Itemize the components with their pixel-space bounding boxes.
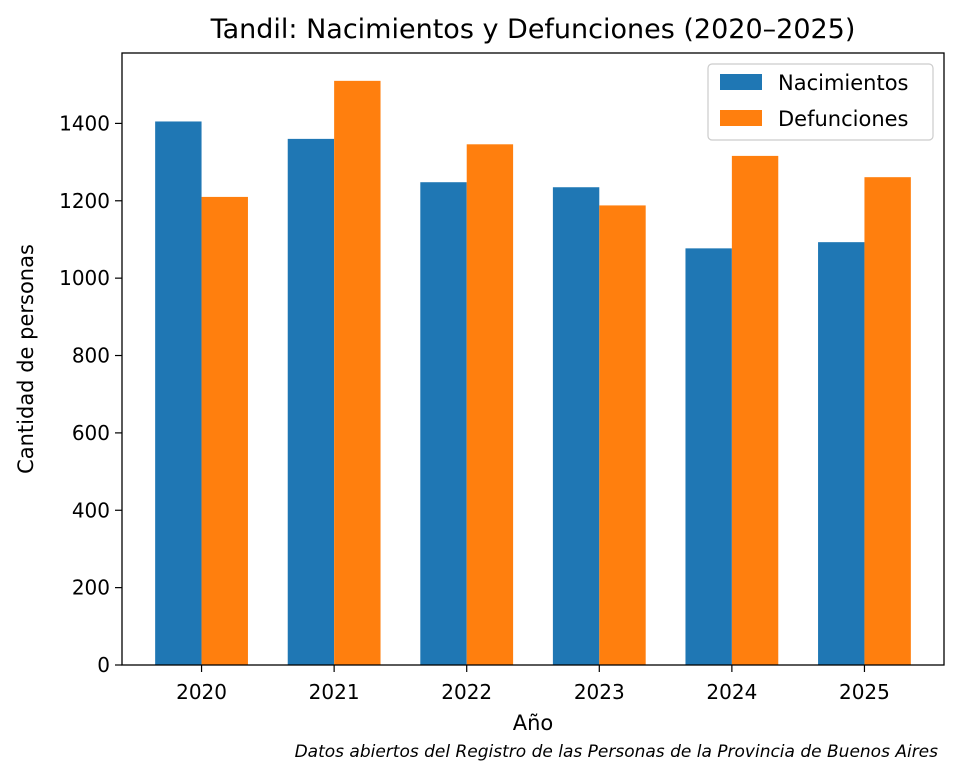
y-tick-label-400: 400 [72, 498, 110, 522]
bar-nacimientos-2020 [155, 121, 202, 666]
chart-title: Tandil: Nacimientos y Defunciones (2020–… [210, 14, 856, 45]
x-axis-label: Año [513, 711, 554, 735]
x-tick-label-2024: 2024 [706, 680, 757, 704]
y-tick-label-1400: 1400 [59, 111, 110, 135]
bar-nacimientos-2025 [818, 242, 865, 666]
y-tick-label-800: 800 [72, 344, 110, 368]
x-axis: 2020 2021 2022 2023 2024 2025 [176, 665, 890, 704]
y-tick-label-600: 600 [72, 421, 110, 445]
y-tick-label-200: 200 [72, 576, 110, 600]
bar-defunciones-2024 [731, 155, 779, 665]
bar-defunciones-2022 [466, 144, 514, 666]
legend-swatch-defunciones [720, 110, 762, 126]
legend-swatch-nacimientos [720, 74, 762, 90]
bar-nacimientos-2023 [552, 187, 600, 666]
plot-frame [121, 52, 945, 666]
legend-label-defunciones: Defunciones [778, 107, 909, 131]
legend-label-nacimientos: Nacimientos [778, 71, 909, 95]
bars-layer [155, 80, 911, 666]
bar-defunciones-2020 [201, 196, 248, 665]
x-tick-label-2021: 2021 [309, 680, 360, 704]
y-axis-label: Cantidad de personas [14, 244, 38, 474]
y-tick-label-1200: 1200 [59, 189, 110, 213]
bar-defunciones-2021 [334, 80, 381, 666]
x-tick-label-2022: 2022 [441, 680, 492, 704]
bar-nacimientos-2022 [420, 182, 467, 665]
bar-nacimientos-2021 [287, 138, 335, 665]
y-tick-label-0: 0 [97, 653, 110, 677]
x-tick-label-2020: 2020 [176, 680, 227, 704]
y-axis: 0 200 400 600 800 1000 1200 1400 [59, 111, 122, 677]
bar-nacimientos-2024 [685, 248, 732, 666]
y-tick-label-1000: 1000 [59, 266, 110, 290]
legend: Nacimientos Defunciones [707, 63, 934, 141]
x-tick-label-2025: 2025 [839, 680, 890, 704]
bar-defunciones-2023 [599, 205, 646, 666]
bar-defunciones-2025 [864, 177, 911, 665]
x-tick-label-2023: 2023 [574, 680, 625, 704]
legend-frame [707, 63, 934, 141]
source-note: Datos abiertos del Registro de las Perso… [295, 742, 939, 762]
